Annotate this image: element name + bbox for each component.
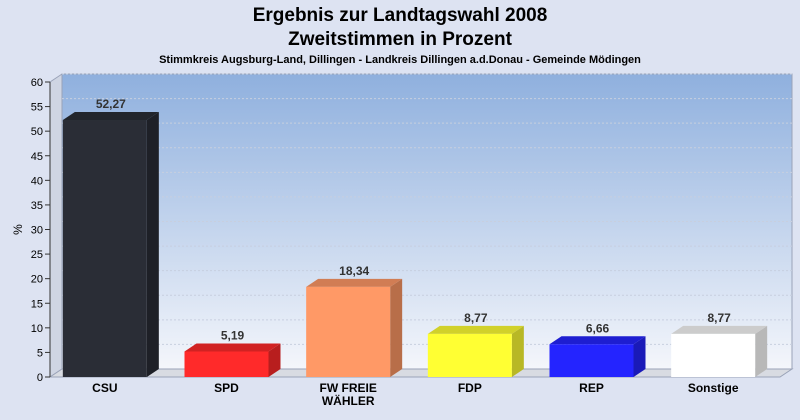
- x-tick-label: CSU: [92, 381, 117, 395]
- bar-side: [511, 325, 524, 377]
- x-tick-label: REP: [579, 381, 604, 395]
- bar-side: [755, 325, 768, 377]
- y-tick-label: 35: [31, 200, 43, 212]
- y-tick-label: 40: [31, 175, 43, 187]
- y-axis-label: %: [11, 224, 25, 235]
- data-label: 5,19: [221, 328, 245, 342]
- data-label: 18,34: [339, 264, 369, 278]
- bar-front: [671, 333, 756, 377]
- y-tick-label: 15: [31, 298, 43, 310]
- bar-fw-freie-wähler: [306, 278, 403, 377]
- x-tick-label: FDP: [458, 381, 482, 395]
- bar-front: [62, 120, 147, 378]
- bar-fdp: [427, 325, 524, 377]
- bar-top: [427, 325, 524, 334]
- y-tick-label: 60: [31, 77, 43, 89]
- bar-front: [184, 351, 269, 377]
- plot-side-wall: [49, 73, 63, 378]
- bar-top: [671, 325, 768, 334]
- bar-side: [633, 336, 646, 377]
- bar-front: [427, 333, 512, 377]
- y-tick-label: 0: [37, 372, 43, 384]
- y-tick-label: 20: [31, 274, 43, 286]
- y-tick-label: 30: [31, 225, 43, 237]
- data-label: 52,27: [96, 97, 126, 111]
- bar-csu: [62, 112, 159, 378]
- y-tick-label: 10: [31, 323, 43, 335]
- x-tick-label: Sonstige: [688, 381, 739, 395]
- bar-side: [268, 343, 281, 377]
- x-tick-label: FW FREIE: [320, 381, 377, 395]
- bar-rep: [549, 336, 646, 377]
- y-tick-label: 55: [31, 102, 43, 114]
- bar-top: [549, 336, 646, 345]
- data-label: 8,77: [464, 311, 488, 325]
- bar-side: [146, 112, 159, 378]
- bar-front: [306, 286, 391, 377]
- y-tick-label: 45: [31, 151, 43, 163]
- bar-spd: [184, 343, 281, 377]
- bar-front: [549, 344, 634, 377]
- bar-top: [184, 343, 281, 352]
- bar-sonstige: [671, 325, 768, 377]
- bar-top: [62, 112, 159, 121]
- data-label: 8,77: [707, 311, 731, 325]
- chart-subtitle: Stimmkreis Augsburg-Land, Dillingen - La…: [159, 54, 641, 66]
- chart-title: Ergebnis zur Landtagswahl 2008: [252, 5, 548, 26]
- y-tick-label: 5: [37, 347, 43, 359]
- x-tick-label: SPD: [214, 381, 239, 395]
- data-label: 6,66: [586, 321, 610, 335]
- x-tick-label: WÄHLER: [322, 393, 375, 408]
- bar-top: [306, 278, 403, 287]
- y-tick-label: 25: [31, 249, 43, 261]
- y-tick-label: 50: [31, 126, 43, 138]
- bar-side: [390, 278, 403, 377]
- chart-subtitle-line: Zweitstimmen in Prozent: [288, 29, 512, 50]
